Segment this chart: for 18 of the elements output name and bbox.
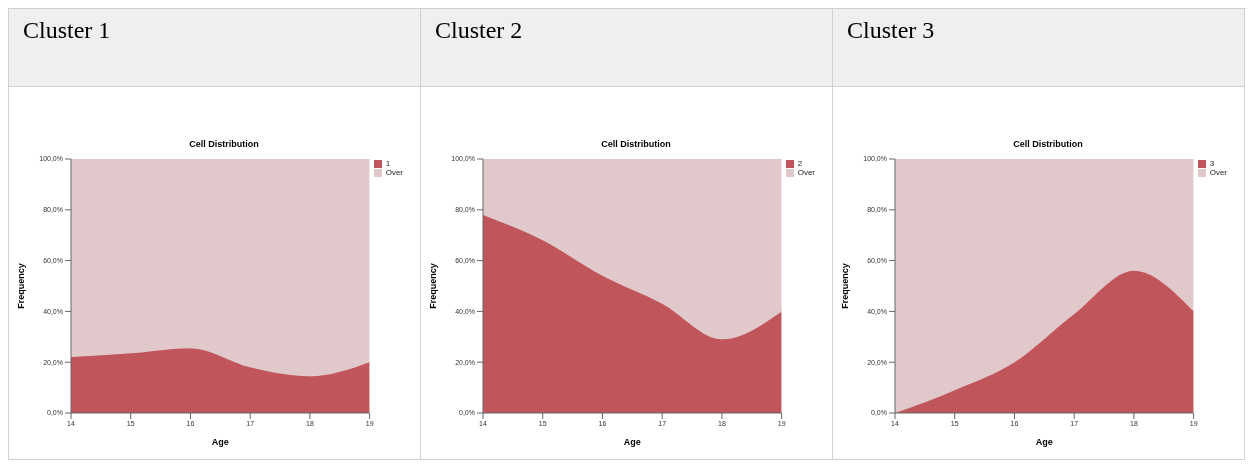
x-axis-title: Age (1035, 437, 1053, 447)
x-axis-title: Age (623, 437, 641, 447)
y-axis-title: Frequency (840, 263, 851, 309)
chart-title: Cluster 1 (9, 9, 420, 87)
chart-subtitle: Cell Distribution (600, 139, 672, 149)
legend-label: 1 (385, 159, 391, 168)
legend-label: 3 (1209, 159, 1215, 168)
y-axis-title: Frequency (16, 263, 27, 309)
chart-title: Cluster 3 (833, 9, 1244, 87)
chart-subtitle: Cell Distribution (1012, 139, 1084, 149)
legend-label: 2 (797, 159, 803, 168)
legend-label: Over (1209, 168, 1227, 177)
chart-subtitle: Cell Distribution (188, 139, 260, 149)
chart-title: Cluster 2 (421, 9, 832, 87)
legend-label: Over (385, 168, 403, 177)
x-axis-title: Age (211, 437, 229, 447)
legend-label: Over (797, 168, 815, 177)
y-axis-title: Frequency (428, 263, 439, 309)
